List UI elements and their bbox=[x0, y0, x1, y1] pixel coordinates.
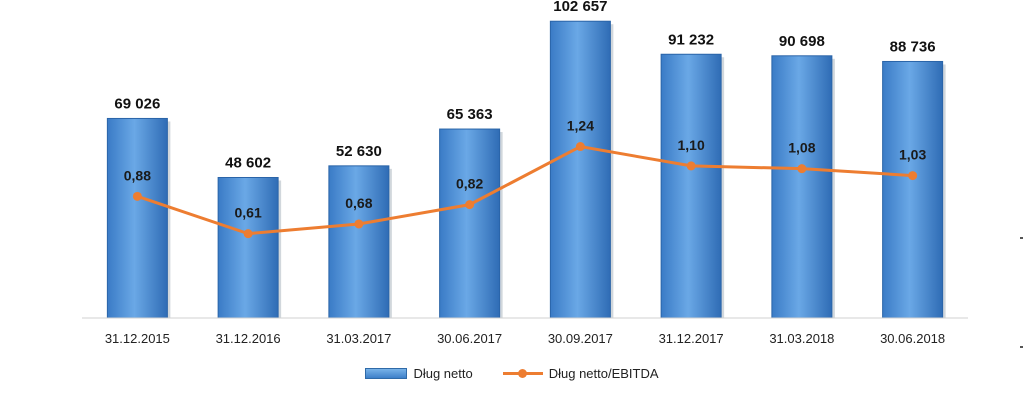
bar-value-label: 91 232 bbox=[668, 31, 714, 48]
ratio-point bbox=[797, 164, 807, 174]
x-tick-label: 31.12.2017 bbox=[659, 331, 724, 346]
bar-value-label: 65 363 bbox=[447, 106, 493, 123]
ratio-value-label: 0,82 bbox=[456, 176, 483, 192]
bar-value-label: 52 630 bbox=[336, 143, 382, 160]
bar-value-label: 102 657 bbox=[553, 0, 607, 15]
x-tick-label: 30.06.2017 bbox=[437, 331, 502, 346]
legend-item-line: Dług netto/EBITDA bbox=[502, 366, 659, 381]
x-tick-label: 31.12.2016 bbox=[216, 331, 281, 346]
legend-swatch-line bbox=[502, 369, 543, 378]
ratio-point bbox=[575, 142, 585, 152]
edge-mark bbox=[1020, 346, 1023, 348]
edge-mark bbox=[1020, 237, 1023, 239]
ratio-line bbox=[136, 144, 913, 236]
x-tick-label: 31.03.2018 bbox=[769, 331, 834, 346]
chart: 69 026 48 602 52 630 65 363 102 657 91 232 90 … bbox=[82, 0, 968, 346]
bar-7 bbox=[882, 60, 944, 319]
ratio-value-label: 0,61 bbox=[235, 205, 262, 221]
bar-0 bbox=[106, 117, 168, 319]
ratio-point bbox=[132, 191, 142, 201]
x-tick-label: 30.06.2018 bbox=[880, 331, 945, 346]
ratio-point bbox=[686, 161, 696, 171]
ratio-point bbox=[908, 171, 918, 181]
bar-2 bbox=[328, 165, 390, 319]
bar-3 bbox=[439, 128, 501, 319]
legend-label-bar: Dług netto bbox=[413, 366, 473, 381]
x-tick-label: 30.09.2017 bbox=[548, 331, 613, 346]
bar-6 bbox=[771, 55, 833, 319]
ratio-value-label: 0,68 bbox=[345, 195, 372, 211]
ratio-value-label: 1,24 bbox=[567, 118, 594, 134]
legend: Dług netto Dług netto/EBITDA bbox=[0, 366, 1024, 381]
bar-value-label: 69 026 bbox=[114, 95, 160, 112]
bar-4 bbox=[549, 20, 611, 319]
ratio-value-label: 1,08 bbox=[788, 140, 815, 156]
x-tick-label: 31.03.2017 bbox=[326, 331, 391, 346]
bar-value-label: 48 602 bbox=[225, 154, 271, 171]
x-tick-label: 31.12.2015 bbox=[105, 331, 170, 346]
legend-item-bar: Dług netto bbox=[365, 366, 473, 381]
ratio-value-label: 1,10 bbox=[678, 137, 705, 153]
bar-value-label: 90 698 bbox=[779, 33, 825, 50]
legend-label-line: Dług netto/EBITDA bbox=[548, 366, 659, 381]
ratio-point bbox=[243, 229, 253, 239]
ratio-point bbox=[465, 200, 475, 210]
bar-5 bbox=[660, 53, 722, 319]
ratio-value-label: 1,03 bbox=[899, 147, 926, 163]
ratio-point bbox=[354, 219, 364, 229]
bar-value-label: 88 736 bbox=[890, 38, 936, 55]
bar-1 bbox=[217, 176, 279, 319]
legend-swatch-bar bbox=[365, 368, 408, 379]
ratio-value-label: 0,88 bbox=[124, 167, 151, 183]
